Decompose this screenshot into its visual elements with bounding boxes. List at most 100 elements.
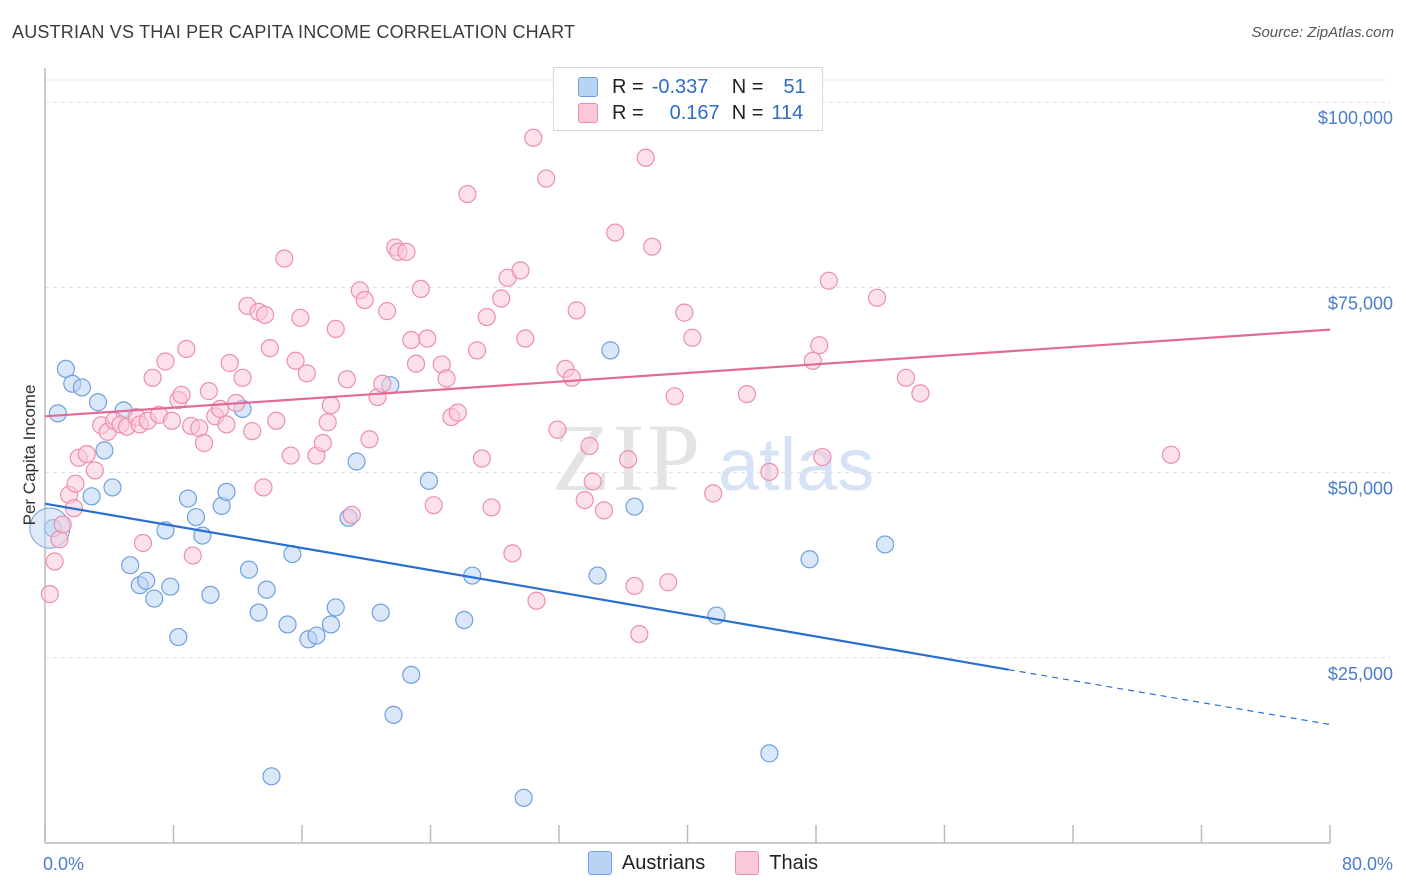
- thais-point: [896, 368, 916, 387]
- legend-n-label: N =: [731, 75, 764, 98]
- austrians-point: [178, 489, 198, 508]
- thais-point: [567, 301, 586, 320]
- thais-point: [665, 387, 684, 406]
- series-legend: Austrians Thais: [0, 851, 1406, 875]
- austrians-point: [217, 482, 236, 501]
- thais-point: [492, 289, 511, 308]
- austrians-point: [371, 603, 390, 622]
- austrians-point: [72, 378, 92, 397]
- thais-point: [516, 329, 535, 348]
- thais-point: [406, 354, 426, 373]
- austrians-point: [800, 550, 819, 569]
- thais-point: [313, 433, 332, 453]
- thais-point: [803, 351, 822, 370]
- thais-point: [156, 352, 175, 371]
- thais-point: [220, 353, 239, 373]
- thais-point: [411, 279, 430, 298]
- chart-title: AUSTRIAN VS THAI PER CAPITA INCOME CORRE…: [12, 22, 576, 42]
- legend-n-value: 114: [771, 101, 804, 124]
- thais-point: [511, 261, 530, 280]
- thais-point: [630, 625, 649, 644]
- y-tick-label: $50,000: [1328, 479, 1393, 499]
- austrians-point: [82, 487, 101, 506]
- source-label: Source: ZipAtlas.com: [1251, 24, 1394, 41]
- austrians-point: [186, 507, 206, 527]
- thais-point: [217, 415, 236, 434]
- thais-point: [448, 403, 467, 422]
- austrians-point: [760, 744, 779, 763]
- legend-row-austrians: R = -0.337 N = 51: [578, 75, 806, 99]
- thais-point: [162, 411, 181, 430]
- thais-point: [267, 411, 286, 430]
- x-tick-label: 0.0%: [43, 854, 84, 874]
- austrians-swatch: [578, 77, 598, 97]
- thais-point: [402, 330, 421, 350]
- thais-point: [177, 339, 196, 359]
- thais-point: [1161, 445, 1181, 464]
- austrians-point: [347, 452, 366, 471]
- legend-r-label: R =: [612, 75, 644, 98]
- y-tick-labels: $25,000 $50,000 $75,000 $100,000: [1318, 108, 1393, 684]
- austrians-point: [875, 535, 895, 554]
- austrians-point: [145, 589, 164, 608]
- austrians-point: [588, 566, 607, 585]
- austrians-point: [326, 598, 345, 617]
- thais-point: [819, 271, 838, 290]
- thais-point: [643, 237, 662, 256]
- thais-point: [524, 128, 543, 147]
- thais-point: [467, 341, 487, 360]
- austrians-point: [169, 627, 188, 647]
- austrians-point: [257, 580, 276, 599]
- thais-point: [183, 546, 202, 565]
- thais-point: [210, 399, 230, 419]
- thais-point: [40, 584, 59, 604]
- austrians-point: [249, 603, 268, 622]
- austrians-point: [625, 497, 644, 516]
- austrians-point: [455, 610, 474, 630]
- legend-n-label: N =: [731, 101, 764, 124]
- legend-row-thais: R = 0.167 N = 114: [578, 101, 803, 125]
- austrians-trend-extension: [1008, 669, 1331, 726]
- thais-point: [260, 339, 279, 358]
- thais-point: [53, 515, 72, 534]
- austrians-point: [707, 606, 726, 625]
- thais-point: [813, 447, 832, 467]
- thais-point: [704, 484, 723, 503]
- legend-r-label: R =: [612, 101, 644, 124]
- thais-point: [437, 369, 456, 388]
- thais-point: [911, 384, 930, 403]
- austrians-point: [321, 615, 341, 634]
- thais-point: [50, 530, 69, 549]
- austrians-point: [601, 341, 620, 360]
- austrians-point: [307, 626, 326, 645]
- x-tick-labels: 0.0% 80.0%: [43, 854, 1393, 874]
- thais-point: [418, 329, 437, 348]
- thais-point: [424, 496, 443, 515]
- legend-item-austrians[interactable]: Austrians: [587, 851, 705, 875]
- thais-point: [659, 573, 678, 592]
- austrians-point: [48, 404, 67, 423]
- thais-point: [85, 461, 104, 480]
- thais-point: [867, 288, 887, 307]
- thais-point: [291, 308, 310, 327]
- thais-point: [243, 422, 262, 441]
- thais-point: [172, 385, 191, 404]
- thais-point: [760, 462, 779, 481]
- thais-legend-swatch: [735, 851, 760, 875]
- thais-point: [373, 374, 392, 393]
- thais-point: [397, 242, 416, 261]
- thais-point: [618, 450, 638, 469]
- legend-item-thais[interactable]: Thais: [735, 851, 818, 875]
- thais-point: [378, 302, 397, 321]
- thais-point: [255, 305, 275, 324]
- thais-point: [527, 591, 546, 610]
- thais-point: [810, 336, 829, 355]
- thais-point: [594, 501, 614, 520]
- x-tick-label: 80.0%: [1342, 854, 1393, 874]
- thais-point: [503, 544, 522, 563]
- austrians-point: [121, 556, 140, 575]
- thais-point: [575, 490, 594, 510]
- thais-point: [297, 364, 316, 383]
- thais-point: [77, 444, 96, 464]
